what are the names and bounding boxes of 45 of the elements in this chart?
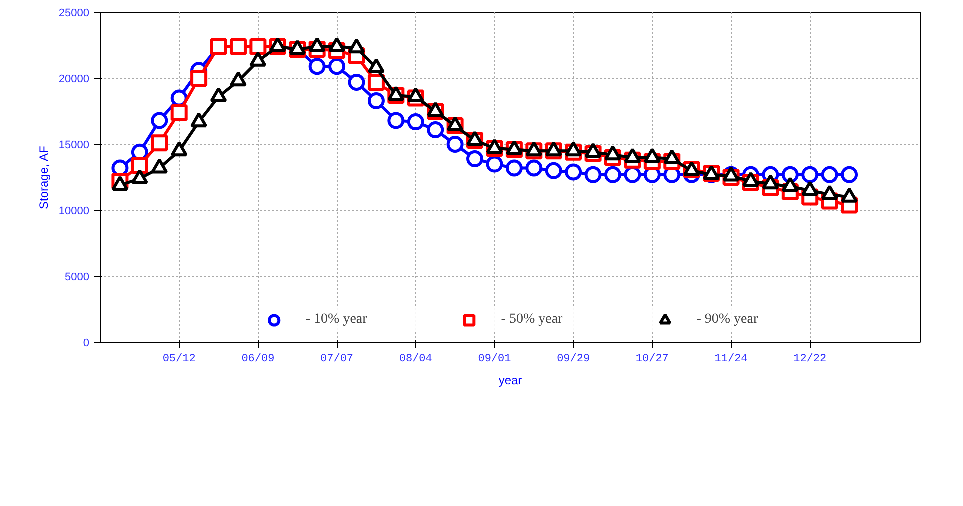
x-tick-label: 05/12 — [162, 354, 196, 366]
x-tick-label: 10/27 — [636, 354, 669, 366]
x-tick-label: 08/04 — [399, 354, 433, 366]
y-tick-label: 0 — [83, 338, 90, 350]
point — [348, 74, 366, 91]
x-tick-label: 12/22 — [794, 354, 827, 366]
point — [151, 112, 168, 130]
point — [545, 162, 562, 180]
point — [407, 114, 424, 131]
y-tick-label: 25000 — [58, 8, 90, 20]
y-tick-label: 20000 — [58, 74, 90, 86]
legend-label: - 50% year — [501, 312, 563, 328]
point — [466, 150, 484, 168]
legend-label: - 90% year — [696, 312, 758, 328]
point — [486, 156, 504, 173]
point — [526, 160, 543, 177]
x-tick-label: 07/07 — [320, 354, 354, 366]
x-tick-label: 06/09 — [242, 354, 275, 366]
y-axis-title: Storage, AF — [36, 146, 51, 210]
y-tick-label: 5000 — [65, 272, 90, 284]
x-axis-title: year — [498, 374, 522, 388]
point — [506, 160, 523, 177]
point — [604, 166, 622, 184]
x-tick-label: 09/29 — [557, 354, 590, 366]
point — [388, 112, 405, 130]
point — [328, 58, 346, 76]
y-tick-label: 10000 — [58, 206, 90, 218]
point — [446, 136, 464, 153]
point — [368, 92, 385, 110]
x-tick-label: 11/24 — [714, 354, 748, 366]
point — [427, 121, 444, 138]
point — [565, 164, 582, 181]
point — [308, 58, 326, 76]
point — [368, 74, 385, 91]
point — [151, 134, 168, 152]
point — [821, 166, 838, 184]
x-tick-label: 09/01 — [478, 354, 512, 366]
point — [802, 166, 819, 184]
point — [170, 104, 188, 122]
y-tick-label: 15000 — [58, 140, 90, 152]
point — [131, 157, 148, 174]
legend-label: - 10% year — [306, 312, 368, 328]
point — [584, 166, 602, 184]
point — [841, 166, 858, 184]
point — [190, 70, 208, 87]
